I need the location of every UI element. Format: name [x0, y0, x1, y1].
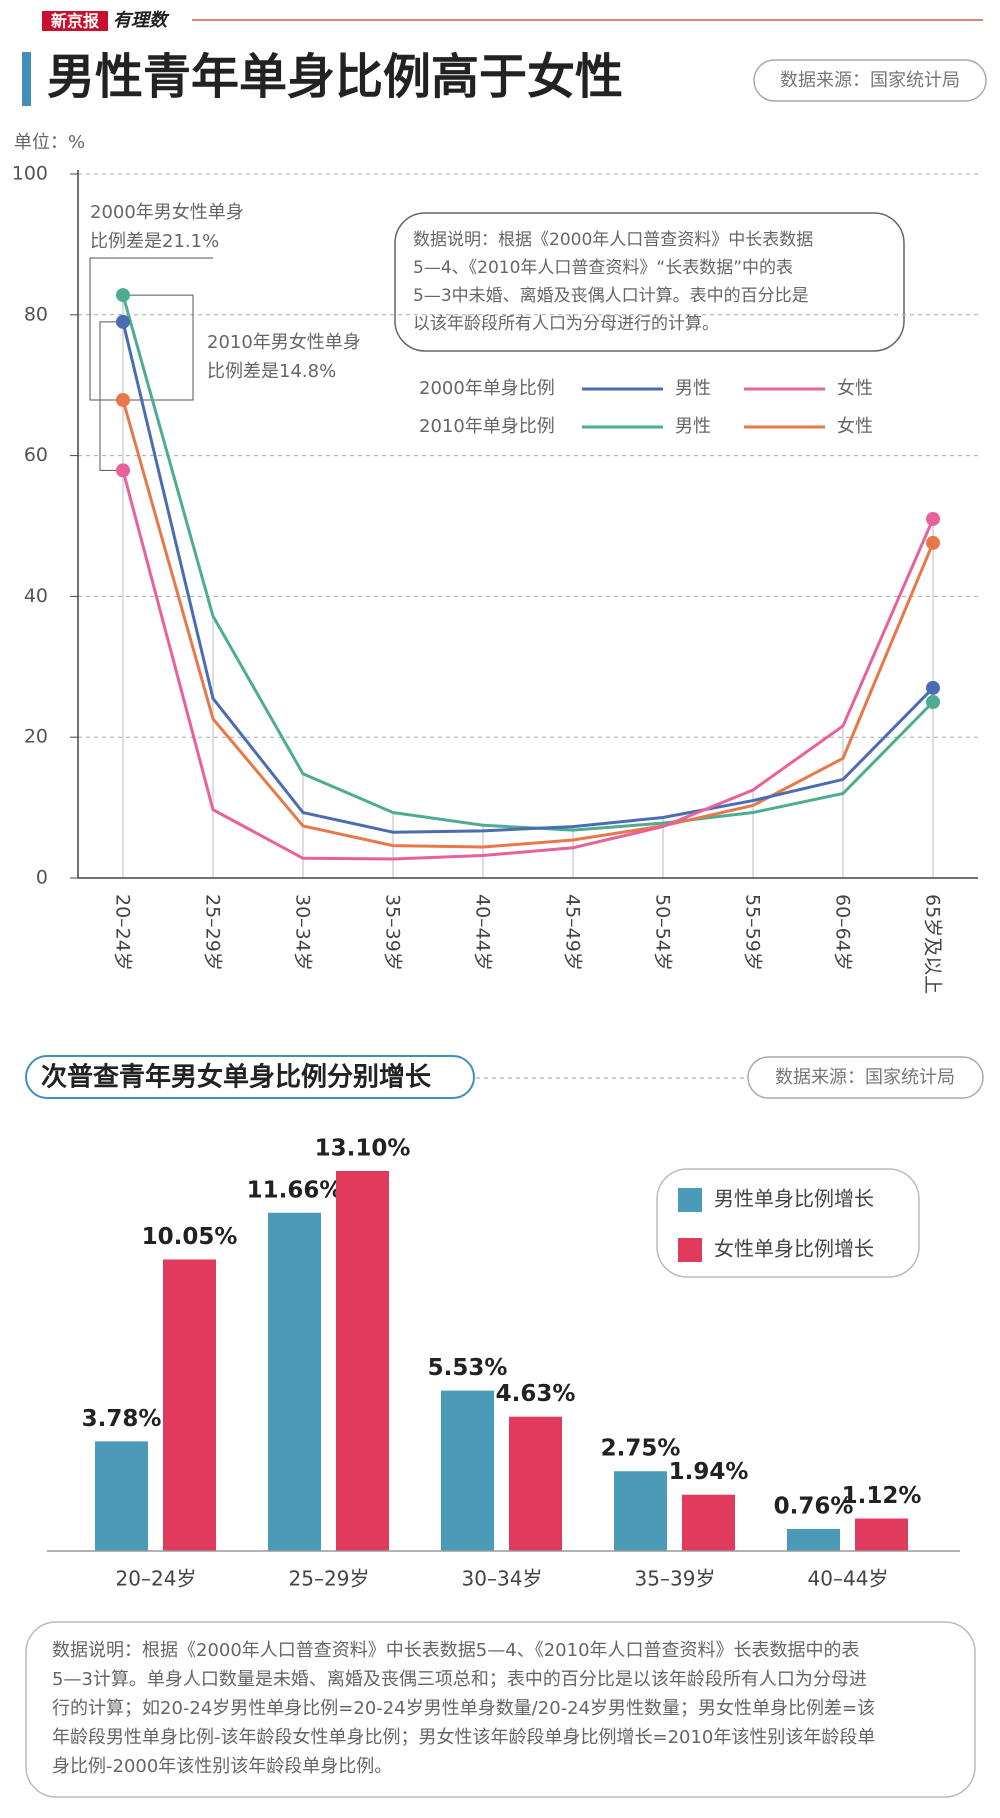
- x-tick-label: 35–39岁: [635, 1567, 716, 1591]
- x-tick-label: 40–44岁: [472, 894, 494, 971]
- value-label: 10.05%: [142, 1224, 238, 1250]
- x-tick-label: 60–64岁: [832, 894, 854, 971]
- footnote-box: [25, 1621, 976, 1798]
- value-label: 4.63%: [496, 1381, 576, 1407]
- note: 5—4、《2010年人口普查资料》“长表数据”中的表: [413, 258, 793, 278]
- point: [116, 392, 130, 407]
- logo: 新京报: [51, 12, 99, 31]
- x-tick-label: 50–54岁: [652, 894, 674, 971]
- series-line: [121, 469, 935, 861]
- footnote: 行的计算；如20-24岁男性单身比例=20-24岁男性单身数量/20-24岁男性…: [52, 1698, 875, 1719]
- footnote: 年龄段男性单身比例-该年龄段女性单身比例；男女性该年龄段单身比例增长=2010年…: [52, 1727, 875, 1748]
- source-pill: [753, 59, 987, 102]
- chart-title: 次普查青年男女单身比例分别增长: [41, 1062, 432, 1093]
- value-label: 13.10%: [315, 1136, 411, 1162]
- value-label: 1.94%: [669, 1459, 749, 1485]
- legend-label: 男性单身比例增长: [714, 1187, 874, 1211]
- value-label: 5.53%: [428, 1355, 508, 1381]
- legend-box: [656, 1168, 920, 1278]
- legend-swatch: [678, 1188, 702, 1212]
- y-tick-label: 20: [24, 726, 48, 748]
- bar: [441, 1390, 494, 1551]
- y-tick-label: 0: [36, 867, 48, 889]
- x-tick-label: 30–34岁: [292, 894, 314, 971]
- legend-label: 女性: [837, 378, 873, 399]
- point: [926, 535, 940, 550]
- legend-swatch: [678, 1238, 702, 1262]
- x-tick-label: 45–49岁: [562, 894, 584, 971]
- source: 数据来源：国家统计局: [780, 70, 960, 91]
- bar: [509, 1416, 562, 1551]
- point: [926, 511, 940, 526]
- legend-label: 女性: [837, 416, 873, 437]
- note: 5—3中未婚、离婚及丧偶人口计算。表中的百分比是: [413, 286, 809, 306]
- series-line: [121, 321, 935, 834]
- footnote: 5—3计算。单身人口数量是未婚、离婚及丧偶三项总和；表中的百分比是以该年龄段所有…: [52, 1669, 867, 1690]
- bar: [614, 1471, 667, 1551]
- legend-group: 2010年单身比例: [419, 416, 555, 437]
- legend-label: 女性单身比例增长: [714, 1237, 874, 1261]
- point: [926, 695, 940, 709]
- note: 以该年龄段所有人口为分母进行的计算。: [413, 314, 719, 334]
- bar: [268, 1212, 321, 1551]
- title-bar: [22, 52, 31, 106]
- point: [116, 288, 130, 303]
- note: 数据说明：根据《2000年人口普查资料》中长表数据: [413, 230, 813, 250]
- value-label: 0.76%: [774, 1493, 854, 1519]
- annotation: 比例差是21.1%: [90, 231, 219, 252]
- legend-group: 2000年单身比例: [419, 378, 555, 399]
- point: [116, 463, 130, 478]
- value-label: 2.75%: [601, 1436, 681, 1462]
- series-line: [121, 399, 935, 849]
- y-tick-label: 60: [24, 444, 48, 466]
- note-box: [394, 212, 905, 352]
- x-tick-label: 30–34岁: [462, 1567, 543, 1591]
- bracket: [99, 321, 123, 471]
- unit-label: 单位：%: [14, 132, 85, 153]
- bar: [682, 1494, 735, 1551]
- y-tick-label: 40: [24, 585, 48, 607]
- legend-label: 男性: [675, 416, 711, 437]
- y-tick-label: 100: [12, 163, 48, 185]
- chart-title: 男性青年单身比例高于女性: [47, 49, 623, 105]
- bar: [95, 1441, 148, 1551]
- bar: [855, 1518, 908, 1551]
- x-tick-label: 55–59岁: [742, 894, 764, 971]
- title-pill: [25, 1055, 475, 1099]
- bar: [787, 1528, 840, 1551]
- x-tick-label: 20–24岁: [112, 894, 134, 971]
- x-tick-label: 25–29岁: [202, 894, 224, 971]
- footnote: 数据说明：根据《2000年人口普查资料》中长表数据5—4、《2010年人口普查资…: [52, 1640, 860, 1661]
- bar: [163, 1259, 216, 1551]
- brand: 有理数: [113, 10, 170, 31]
- y-tick-label: 80: [24, 303, 48, 325]
- legend-label: 男性: [675, 378, 711, 399]
- x-tick-label: 25–29岁: [289, 1567, 370, 1591]
- value-label: 11.66%: [247, 1177, 343, 1203]
- x-tick-label: 65岁及以上: [922, 894, 944, 994]
- point: [926, 680, 940, 695]
- x-tick-label: 35–39岁: [382, 894, 404, 971]
- source-pill: [747, 1056, 984, 1099]
- logo-box: [42, 11, 108, 31]
- bar: [336, 1171, 389, 1551]
- source: 数据来源：国家统计局: [775, 1067, 955, 1088]
- point: [116, 314, 130, 329]
- footnote: 身比例-2000年该性别该年龄段单身比例。: [52, 1756, 392, 1777]
- value-label: 3.78%: [82, 1406, 162, 1432]
- value-label: 1.12%: [842, 1483, 922, 1509]
- x-tick-label: 20–24岁: [116, 1567, 197, 1591]
- x-tick-label: 40–44岁: [808, 1567, 889, 1591]
- annotation: 比例差是14.8%: [207, 361, 336, 382]
- annotation: 2000年男女性单身: [90, 202, 244, 223]
- annotation: 2010年男女性单身: [207, 332, 361, 353]
